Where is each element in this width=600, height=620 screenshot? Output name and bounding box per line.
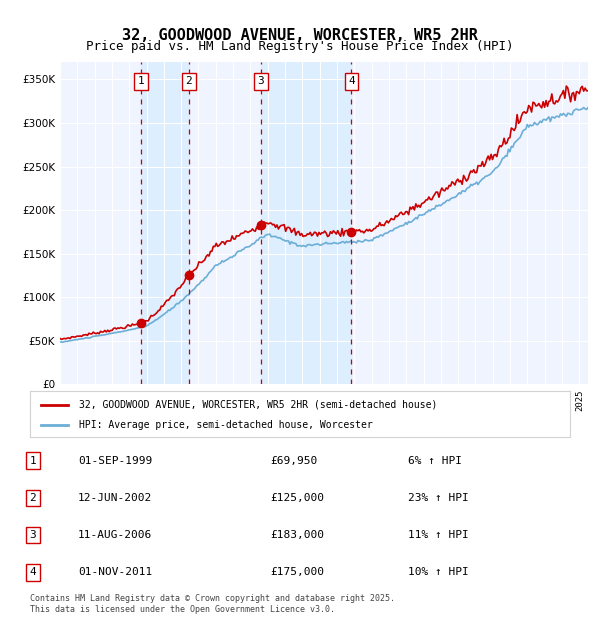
Text: 3: 3 (29, 530, 37, 540)
Text: 01-NOV-2011: 01-NOV-2011 (78, 567, 152, 577)
Bar (141, 62, 189, 384)
Text: Contains HM Land Registry data © Crown copyright and database right 2025.
This d: Contains HM Land Registry data © Crown c… (30, 595, 395, 614)
Text: 23% ↑ HPI: 23% ↑ HPI (408, 493, 469, 503)
Text: 32, GOODWOOD AVENUE, WORCESTER, WR5 2HR (semi-detached house): 32, GOODWOOD AVENUE, WORCESTER, WR5 2HR … (79, 399, 437, 410)
Text: 2: 2 (29, 493, 37, 503)
Text: 11-AUG-2006: 11-AUG-2006 (78, 530, 152, 540)
Text: 2: 2 (185, 76, 192, 86)
Text: 11% ↑ HPI: 11% ↑ HPI (408, 530, 469, 540)
Text: 12-JUN-2002: 12-JUN-2002 (78, 493, 152, 503)
Text: HPI: Average price, semi-detached house, Worcester: HPI: Average price, semi-detached house,… (79, 420, 373, 430)
Text: 4: 4 (348, 76, 355, 86)
Text: 3: 3 (257, 76, 265, 86)
Text: 4: 4 (29, 567, 37, 577)
Text: Price paid vs. HM Land Registry's House Price Index (HPI): Price paid vs. HM Land Registry's House … (86, 40, 514, 53)
Text: £125,000: £125,000 (270, 493, 324, 503)
Text: 6% ↑ HPI: 6% ↑ HPI (408, 456, 462, 466)
Text: £175,000: £175,000 (270, 567, 324, 577)
Text: £183,000: £183,000 (270, 530, 324, 540)
Text: 1: 1 (137, 76, 144, 86)
Text: 01-SEP-1999: 01-SEP-1999 (78, 456, 152, 466)
Text: 10% ↑ HPI: 10% ↑ HPI (408, 567, 469, 577)
Text: 32, GOODWOOD AVENUE, WORCESTER, WR5 2HR: 32, GOODWOOD AVENUE, WORCESTER, WR5 2HR (122, 28, 478, 43)
Bar (261, 62, 352, 384)
Text: £69,950: £69,950 (270, 456, 317, 466)
Text: 1: 1 (29, 456, 37, 466)
